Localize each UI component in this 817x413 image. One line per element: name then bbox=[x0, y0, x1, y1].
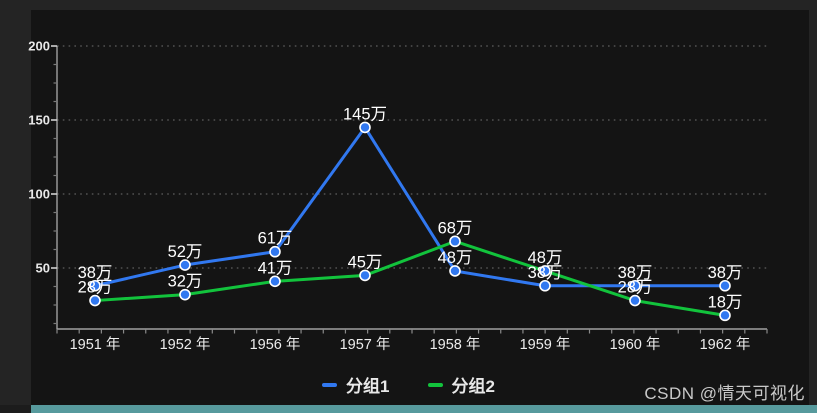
data-label: 32万 bbox=[168, 273, 203, 291]
data-point[interactable] bbox=[719, 279, 731, 292]
series-line-分组2 bbox=[93, 239, 727, 317]
bottom-accent-bar bbox=[31, 405, 817, 413]
data-label: 41万 bbox=[258, 259, 293, 277]
legend-item-group1[interactable]: 分组1 bbox=[322, 372, 390, 397]
data-label: 145万 bbox=[343, 105, 387, 123]
data-point[interactable] bbox=[539, 265, 551, 277]
x-axis-label: 1959 年 bbox=[520, 336, 571, 353]
data-label: 38万 bbox=[78, 264, 113, 282]
data-point[interactable] bbox=[719, 309, 731, 322]
data-label: 45万 bbox=[348, 253, 383, 271]
group2-legend-label: 分组2 bbox=[451, 377, 495, 396]
data-label: 48万 bbox=[438, 249, 473, 267]
data-point[interactable] bbox=[449, 265, 461, 277]
data-point[interactable] bbox=[269, 245, 281, 258]
y-axis-label: 200 bbox=[28, 39, 50, 54]
data-point[interactable] bbox=[629, 294, 641, 307]
group1-legend-label: 分组1 bbox=[346, 377, 390, 396]
y-axis-label: 50 bbox=[36, 261, 50, 276]
watermark-text: CSDN @情天可视化 bbox=[644, 384, 805, 403]
x-axis-label: 1960 年 bbox=[610, 336, 661, 353]
chart-panel bbox=[31, 10, 809, 405]
data-point[interactable] bbox=[449, 235, 461, 248]
x-axis-label: 1962 年 bbox=[700, 336, 751, 353]
y-axis-label: 150 bbox=[28, 113, 50, 128]
legend-item-group2[interactable]: 分组2 bbox=[427, 372, 495, 397]
data-point[interactable] bbox=[89, 279, 101, 292]
data-label: 28万 bbox=[618, 279, 653, 297]
data-point[interactable] bbox=[179, 259, 191, 271]
group1-line-swatch bbox=[322, 382, 338, 387]
x-axis-label: 1956 年 bbox=[250, 336, 301, 353]
data-label: 68万 bbox=[438, 219, 473, 237]
x-axis-label: 1958 年 bbox=[430, 336, 481, 353]
data-label: 38万 bbox=[708, 264, 743, 282]
bottom-left-corner bbox=[0, 405, 31, 413]
data-label: 48万 bbox=[528, 249, 563, 267]
data-point[interactable] bbox=[359, 269, 371, 282]
x-axis-label: 1952 年 bbox=[160, 336, 211, 353]
series-line-分组1 bbox=[93, 125, 727, 288]
data-point[interactable] bbox=[629, 279, 641, 292]
data-point[interactable] bbox=[89, 294, 101, 307]
data-label: 61万 bbox=[258, 230, 293, 248]
data-label: 38万 bbox=[528, 264, 563, 282]
data-label: 52万 bbox=[168, 243, 203, 261]
group2-line-swatch bbox=[427, 382, 443, 387]
y-axis-label: 100 bbox=[28, 187, 50, 202]
data-point[interactable] bbox=[179, 288, 191, 301]
x-axis-label: 1957 年 bbox=[340, 336, 391, 353]
data-point[interactable] bbox=[539, 279, 551, 292]
data-point[interactable] bbox=[359, 121, 371, 134]
data-label: 18万 bbox=[708, 293, 743, 311]
data-label: 38万 bbox=[618, 264, 653, 282]
x-axis-label: 1951 年 bbox=[70, 336, 121, 353]
data-point[interactable] bbox=[269, 275, 281, 288]
data-label: 28万 bbox=[78, 279, 113, 297]
legend: 分组1 分组2 bbox=[0, 372, 817, 397]
